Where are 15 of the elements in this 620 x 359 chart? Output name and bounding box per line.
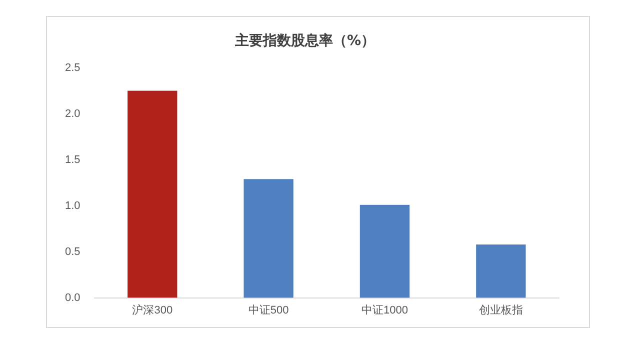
chart-title: 主要指数股息率（%） xyxy=(234,32,376,50)
x-tick-label: 创业板指 xyxy=(478,303,523,316)
x-tick-label: 中证1000 xyxy=(361,303,408,316)
bar xyxy=(360,204,410,298)
bar xyxy=(476,244,526,298)
y-tick-label: 0.0 xyxy=(64,292,80,304)
y-tick-label: 1.0 xyxy=(64,200,80,212)
y-tick-label: 2.0 xyxy=(64,108,80,120)
bar xyxy=(244,179,294,298)
y-tick-label: 1.5 xyxy=(64,154,80,166)
x-tick-label: 沪深300 xyxy=(132,303,173,316)
x-tick-label: 中证500 xyxy=(248,303,289,316)
y-tick-label: 2.5 xyxy=(64,62,80,74)
y-tick-label: 0.5 xyxy=(64,246,80,258)
bar xyxy=(128,90,178,298)
